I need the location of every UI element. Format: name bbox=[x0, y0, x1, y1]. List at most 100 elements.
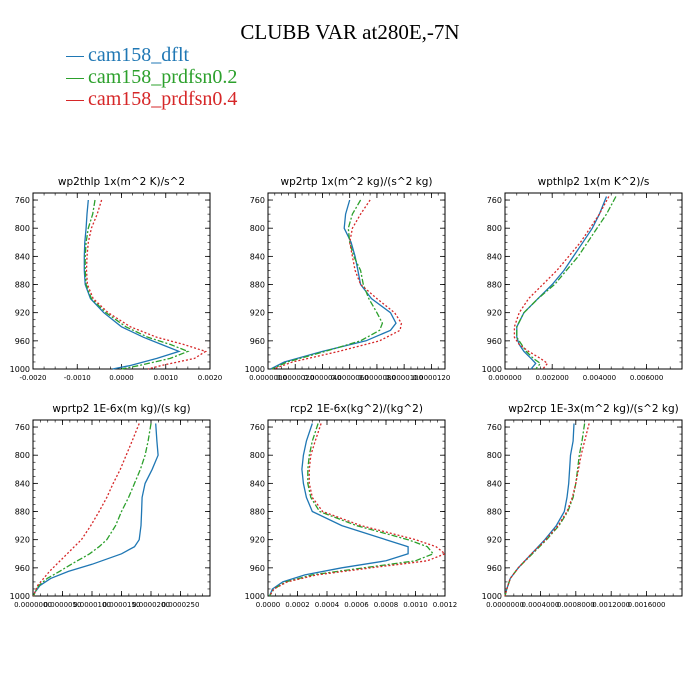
legend-label: cam158_prdfsn0.2 bbox=[88, 66, 238, 88]
x-tick-label: 0.0004000 bbox=[521, 601, 559, 609]
plot-frame bbox=[504, 192, 683, 370]
series-line-cam158_prdfsn0.2 bbox=[32, 423, 152, 597]
series-line-cam158_prdfsn0.4 bbox=[513, 196, 610, 370]
series-line-cam158_prdfsn0.2 bbox=[271, 199, 384, 370]
y-tick-label: 920 bbox=[487, 309, 502, 318]
y-tick-label: 1000 bbox=[10, 365, 30, 374]
y-tick-label: 1000 bbox=[482, 592, 502, 601]
x-tick-label: 0.0000150 bbox=[103, 601, 141, 609]
x-tick-label: 0.0000000 bbox=[486, 601, 524, 609]
x-tick-label: 0.006000 bbox=[630, 374, 663, 382]
y-tick-label: 920 bbox=[250, 309, 265, 318]
y-tick-label: 800 bbox=[250, 224, 265, 233]
y-tick-label: 960 bbox=[487, 337, 502, 346]
x-tick-label: 0.0012000 bbox=[592, 601, 630, 609]
x-tick-label: 0.004000 bbox=[583, 374, 616, 382]
x-tick-label: 0.0010 bbox=[154, 374, 179, 382]
x-tick-label: 0.0000040 bbox=[304, 374, 342, 382]
series-line-cam158_prdfsn0.4 bbox=[85, 199, 208, 370]
y-tick-label: 760 bbox=[487, 196, 502, 205]
y-tick-label: 920 bbox=[487, 536, 502, 545]
x-tick-label: 0.0008 bbox=[374, 601, 399, 609]
y-tick-label: 960 bbox=[250, 337, 265, 346]
y-tick-label: 800 bbox=[15, 451, 30, 460]
legend-swatch bbox=[66, 99, 84, 101]
legend-swatch bbox=[66, 77, 84, 79]
plot-frame bbox=[32, 419, 211, 597]
y-tick-label: 880 bbox=[15, 281, 30, 290]
y-tick-label: 880 bbox=[250, 508, 265, 517]
x-tick-label: 0.0008000 bbox=[557, 601, 595, 609]
x-tick-label: 0.0012 bbox=[433, 601, 458, 609]
plot-frame bbox=[504, 419, 683, 597]
legend-swatch bbox=[66, 55, 84, 57]
series-line-cam158_prdfsn0.4 bbox=[504, 423, 590, 597]
y-tick-label: 880 bbox=[487, 508, 502, 517]
y-tick-label: 840 bbox=[15, 252, 30, 261]
y-tick-label: 840 bbox=[250, 479, 265, 488]
series-line-cam158_dflt bbox=[83, 199, 181, 370]
series-line-cam158_prdfsn0.2 bbox=[268, 423, 435, 597]
x-tick-label: 0.0002 bbox=[285, 601, 310, 609]
chart-panel-1: wp2thlp 1x(m^2 K)/s^2 -0.0020 -0.0010 0.000… bbox=[10, 176, 223, 382]
plot-frame bbox=[32, 192, 211, 370]
series-line-cam158_dflt bbox=[270, 199, 397, 370]
y-tick-label: 800 bbox=[487, 451, 502, 460]
series-line-cam158_prdfsn0.4 bbox=[273, 199, 403, 370]
x-tick-label: 0.0010 bbox=[403, 601, 428, 609]
y-tick-label: 840 bbox=[487, 252, 502, 261]
y-tick-label: 1000 bbox=[10, 592, 30, 601]
y-tick-label: 840 bbox=[487, 479, 502, 488]
x-tick-label: 0.0000100 bbox=[385, 374, 423, 382]
y-tick-label: 920 bbox=[15, 536, 30, 545]
y-tick-label: 1000 bbox=[245, 592, 265, 601]
plot-frame bbox=[267, 419, 446, 597]
series-line-cam158_dflt bbox=[268, 423, 409, 597]
y-tick-label: 760 bbox=[250, 423, 265, 432]
panel-title: wpthlp2 1x(m K^2)/s bbox=[538, 176, 650, 188]
x-tick-label: 0.0000 bbox=[256, 601, 281, 609]
y-tick-label: 800 bbox=[250, 451, 265, 460]
panel-title: rcp2 1E-6x(kg^2)/(kg^2) bbox=[290, 403, 423, 415]
x-tick-label: 0.0000250 bbox=[162, 601, 200, 609]
y-tick-label: 960 bbox=[487, 564, 502, 573]
x-tick-label: 0.0000100 bbox=[73, 601, 111, 609]
panel-title: wprtp2 1E-6x(m kg)/(s kg) bbox=[52, 403, 190, 415]
y-tick-label: 760 bbox=[15, 423, 30, 432]
y-tick-label: 760 bbox=[487, 423, 502, 432]
y-tick-label: 1000 bbox=[245, 365, 265, 374]
chart-panel-5: rcp2 1E-6x(kg^2)/(kg^2) 0.0000 0.0002 0.000… bbox=[245, 403, 458, 609]
y-tick-label: 760 bbox=[15, 196, 30, 205]
x-tick-label: -0.0010 bbox=[64, 374, 91, 382]
x-tick-label: 0.002000 bbox=[535, 374, 568, 382]
x-tick-label: 0.0000080 bbox=[358, 374, 396, 382]
y-tick-label: 920 bbox=[15, 309, 30, 318]
y-tick-label: 1000 bbox=[482, 365, 502, 374]
y-tick-label: 800 bbox=[487, 224, 502, 233]
y-tick-label: 880 bbox=[250, 281, 265, 290]
x-tick-label: 0.0000000 bbox=[14, 601, 52, 609]
x-tick-label: 0.0000120 bbox=[412, 374, 450, 382]
y-tick-label: 960 bbox=[250, 564, 265, 573]
chart-panel-3: wpthlp2 1x(m K^2)/s 0.000000 0.002000 0.004… bbox=[482, 176, 683, 382]
y-tick-label: 760 bbox=[250, 196, 265, 205]
series-line-cam158_prdfsn0.2 bbox=[84, 199, 190, 370]
y-tick-label: 880 bbox=[487, 281, 502, 290]
x-tick-label: 0.000000 bbox=[488, 374, 521, 382]
x-tick-label: 0.0000000 bbox=[249, 374, 287, 382]
y-tick-label: 920 bbox=[250, 536, 265, 545]
series-line-cam158_dflt bbox=[32, 423, 159, 597]
y-tick-label: 880 bbox=[15, 508, 30, 517]
x-tick-label: 0.0016000 bbox=[628, 601, 666, 609]
legend-label: cam158_prdfsn0.4 bbox=[88, 88, 238, 110]
series-line-cam158_dflt bbox=[504, 423, 575, 597]
x-tick-label: -0.0020 bbox=[19, 374, 46, 382]
x-tick-label: 0.0006 bbox=[344, 601, 369, 609]
legend-label: cam158_dflt bbox=[88, 44, 190, 66]
panel-title: wp2rcp 1E-3x(m^2 kg)/(s^2 kg) bbox=[508, 403, 679, 415]
panel-title: wp2thlp 1x(m^2 K)/s^2 bbox=[58, 176, 185, 188]
x-tick-label: 0.0000050 bbox=[44, 601, 82, 609]
legend-item-prdfsn0.4: cam158_prdfsn0.4 bbox=[66, 88, 237, 110]
x-tick-label: 0.0000 bbox=[109, 374, 134, 382]
